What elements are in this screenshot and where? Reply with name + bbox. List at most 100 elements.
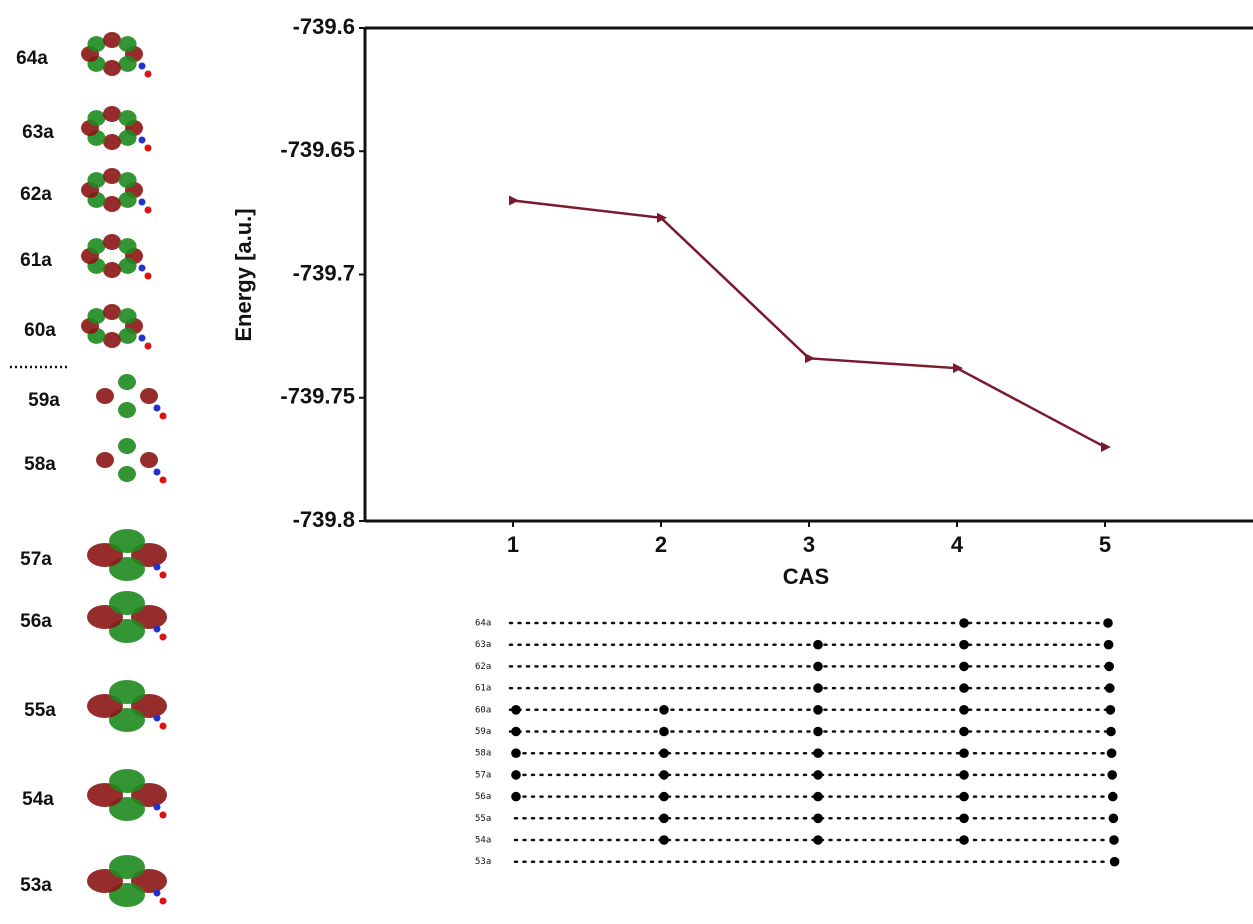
atom	[145, 343, 152, 350]
lobe	[118, 374, 136, 390]
active-dot	[813, 727, 823, 737]
atom	[154, 405, 161, 412]
lobe	[118, 466, 136, 482]
lobe	[119, 130, 137, 146]
atom	[160, 572, 167, 579]
active-dot	[1109, 835, 1119, 845]
atom	[160, 413, 167, 420]
lobe	[119, 56, 137, 72]
lobe	[109, 591, 145, 615]
lobe	[119, 36, 137, 52]
orbital-label: 62a	[20, 184, 52, 205]
active-dot	[659, 814, 669, 824]
orbital-label: 57a	[20, 549, 52, 570]
lobe	[87, 308, 105, 324]
data-marker	[805, 353, 815, 363]
lobe	[119, 172, 137, 188]
active-dot	[511, 705, 521, 715]
atom	[145, 71, 152, 78]
orbital-image	[87, 591, 167, 643]
lobe	[87, 110, 105, 126]
active-dot	[813, 770, 823, 780]
active-dot	[813, 792, 823, 802]
orbital-label: 55a	[24, 700, 56, 721]
active-dot	[959, 662, 969, 672]
active-dot	[813, 748, 823, 758]
orbital-image	[96, 438, 167, 484]
lobe	[119, 238, 137, 254]
lobe	[87, 172, 105, 188]
lobe	[103, 196, 121, 212]
orbital-image	[87, 680, 167, 732]
orbital-label: 63a	[22, 122, 54, 143]
row-label: 64a	[475, 619, 491, 629]
active-dot	[813, 640, 823, 650]
y-tick-label: -739.75	[280, 384, 355, 409]
atom	[145, 273, 152, 280]
atom	[154, 626, 161, 633]
active-dot	[1107, 748, 1117, 758]
lobe	[87, 238, 105, 254]
atom	[139, 137, 146, 144]
active-dot	[659, 727, 669, 737]
x-tick-label: 3	[803, 532, 815, 557]
figure: Energy [a.u.] CAS -739.8 -739.75 -739.7 -73…	[0, 0, 1253, 924]
atom	[139, 265, 146, 272]
active-dot	[1104, 640, 1114, 650]
active-dot	[511, 792, 521, 802]
atom	[160, 634, 167, 641]
atom	[139, 335, 146, 342]
row-label: 62a	[475, 662, 491, 672]
orbital-label: 54a	[22, 789, 54, 810]
active-dot	[959, 683, 969, 693]
x-tick-label: 2	[655, 532, 667, 557]
orbital-label: 58a	[24, 454, 56, 475]
active-dot	[1106, 705, 1116, 715]
lobe	[103, 304, 121, 320]
lobe	[103, 262, 121, 278]
y-axis-label: Energy [a.u.]	[231, 208, 256, 341]
active-dot	[659, 748, 669, 758]
x-axis-label: CAS	[783, 564, 829, 589]
y-tick-label: -739.7	[293, 260, 355, 285]
lobe	[103, 60, 121, 76]
lobe	[103, 106, 121, 122]
lobe	[109, 855, 145, 879]
y-tick-label: -739.6	[293, 14, 355, 39]
active-dot	[959, 770, 969, 780]
active-dot	[813, 662, 823, 672]
active-dot	[959, 792, 969, 802]
lobe	[87, 36, 105, 52]
atom	[139, 63, 146, 70]
active-dot	[1108, 792, 1118, 802]
lobe	[118, 402, 136, 418]
lobe	[109, 680, 145, 704]
y-tick-label: -739.8	[293, 507, 355, 532]
active-dot	[1105, 683, 1115, 693]
orbital-image	[81, 168, 152, 214]
active-dot	[511, 748, 521, 758]
orbital-label: 64a	[16, 48, 48, 69]
x-tick-label: 4	[951, 532, 964, 557]
active-dot	[1110, 857, 1120, 867]
x-tick-label: 5	[1099, 532, 1111, 557]
active-dot	[959, 640, 969, 650]
active-dot	[1103, 618, 1113, 628]
atom	[139, 199, 146, 206]
active-dot	[511, 727, 521, 737]
lobe	[140, 388, 158, 404]
orbital-label: 53a	[20, 875, 52, 896]
active-dot	[959, 727, 969, 737]
orbital-image	[87, 769, 167, 821]
active-dot	[659, 705, 669, 715]
active-dot	[813, 814, 823, 824]
orbital-label: 60a	[24, 320, 56, 341]
active-dot	[959, 618, 969, 628]
active-dot	[1109, 814, 1119, 824]
lobe	[103, 32, 121, 48]
data-marker	[509, 196, 519, 206]
orbital-image	[81, 234, 152, 280]
row-label: 56a	[475, 792, 491, 802]
atom	[160, 477, 167, 484]
active-dot	[1107, 770, 1117, 780]
